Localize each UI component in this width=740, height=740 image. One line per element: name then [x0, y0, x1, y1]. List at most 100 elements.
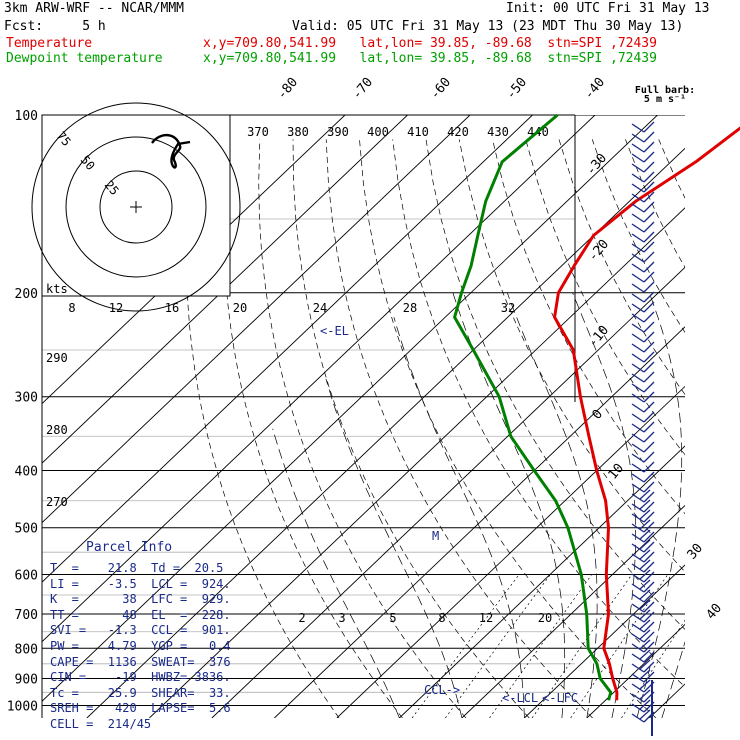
isotherm-label: -10: [586, 323, 613, 351]
hodograph-inset: [31, 102, 241, 312]
wind-barb: [631, 471, 655, 483]
wind-barb-flag: [643, 141, 655, 153]
wind-barb-flag: [639, 619, 651, 630]
dry-adiabat: [185, 139, 340, 718]
moist-adiabat: [272, 428, 400, 718]
init-time: Init: 00 UTC Fri 31 May 13: [506, 1, 710, 16]
pressure-label: 800: [15, 642, 38, 657]
wind-barb-shaft: [631, 633, 645, 643]
wind-barb-flag: [639, 649, 651, 660]
isotherm-label: -80: [275, 75, 302, 103]
hodograph-ring: [65, 136, 207, 278]
wind-barb-flag: [643, 351, 655, 363]
full-barb-label-line1: Full barb:: [634, 85, 696, 96]
pressure-label: 1000: [7, 699, 38, 714]
dry-adiabat: [558, 139, 685, 396]
mixing-ratio-top-label: 24: [313, 301, 327, 315]
isotherm-line: [149, 207, 685, 718]
pressure-label: 400: [15, 465, 38, 480]
isotherm-line: [42, 115, 596, 643]
wind-barb-shaft: [631, 583, 645, 593]
moist-adiabat: [393, 317, 525, 718]
wind-barb: [631, 431, 655, 443]
wind-barb-flag: [643, 171, 655, 183]
wind-barb-flag: [639, 579, 651, 590]
wind-barb: [631, 211, 655, 223]
wind-barb: [631, 221, 655, 233]
wind-barb: [631, 291, 655, 303]
wind-barb-flag: [643, 241, 655, 253]
wind-barb: [631, 231, 655, 243]
wind-barb-shaft: [631, 183, 645, 193]
wind-barb-shaft: [631, 683, 645, 693]
wind-barb-shaft: [631, 203, 645, 213]
wind-barb-shaft: [631, 193, 645, 203]
dewpoint-profile: [453, 113, 613, 701]
wind-barb: [631, 361, 655, 373]
isotherm-line: [211, 266, 685, 718]
moist-adiabat: [452, 292, 566, 718]
wind-barb-flag: [639, 499, 651, 510]
wind-barb-flag: [643, 411, 655, 423]
wind-barb-flag: [639, 539, 651, 550]
theta-label: 420: [447, 125, 469, 139]
hodograph-trace: [151, 133, 191, 169]
wind-barb-flag: [643, 591, 655, 603]
wind-barb-shaft: [631, 263, 645, 273]
wind-barb-shaft: [631, 283, 645, 293]
wind-barb-flag: [643, 131, 655, 143]
wind-barb-shaft: [631, 613, 645, 623]
dry-adiabat: [525, 139, 685, 456]
moist-adiabat: [687, 293, 740, 718]
wind-barb: [631, 191, 655, 203]
wind-barb: [631, 151, 655, 163]
parcel-info-row: CIN = -19 HWBZ= 3836.: [50, 670, 231, 685]
isotherm-line: [42, 115, 658, 702]
wind-barb-flag: [639, 639, 651, 650]
wind-barb: [631, 261, 655, 273]
moist-adiabat: [636, 292, 683, 718]
isotherm-line: [42, 115, 408, 464]
wind-barb: [631, 121, 655, 133]
wind-barb-flag: [643, 621, 655, 633]
wind-barb-shaft: [631, 133, 645, 143]
wind-barb-flag: [643, 641, 655, 653]
wind-barb-flag: [639, 589, 651, 600]
wind-barb: [631, 519, 655, 533]
wind-barb-shaft: [631, 453, 645, 463]
moist-adiabat: [325, 378, 463, 718]
wind-barb-shaft: [631, 213, 645, 223]
wind-barb: [631, 321, 655, 333]
wind-barb-flag: [643, 191, 655, 203]
isotherm-label: -30: [584, 151, 611, 179]
dry-adiabat: [222, 139, 403, 718]
dry-adiabat: [325, 139, 593, 718]
wind-barb: [631, 599, 655, 613]
temperature-profile: [553, 126, 740, 701]
theta-label: 380: [287, 125, 309, 139]
moist-adiabat: [572, 292, 636, 718]
wind-barb-flag: [643, 281, 655, 293]
mixing-ratio-bottom-label: 2: [298, 611, 305, 625]
wind-barb: [631, 301, 655, 313]
wind-barb-shaft: [631, 223, 645, 233]
wind-barb-shaft: [631, 153, 645, 163]
mixing-ratio-line: [531, 574, 633, 718]
wind-barb: [631, 451, 655, 463]
wind-barb: [631, 271, 655, 283]
full-barb-legend: Full barb: 5 m s⁻¹: [630, 85, 700, 105]
wind-barb-flag: [643, 211, 655, 223]
wind-barb: [631, 549, 655, 563]
dry-adiabat: [425, 139, 685, 630]
wind-barb: [631, 411, 655, 423]
wind-barb-shaft: [631, 433, 645, 443]
wind-barb-flag: [643, 481, 655, 493]
wind-barb: [631, 481, 655, 493]
wind-barb: [631, 171, 655, 183]
wind-barb-flag: [639, 709, 651, 720]
wind-barb-flag: [643, 271, 655, 283]
mixing-ratio-top-label: 32: [501, 301, 515, 315]
wind-barb-flag: [643, 181, 655, 193]
wind-barb-shaft: [631, 593, 645, 603]
